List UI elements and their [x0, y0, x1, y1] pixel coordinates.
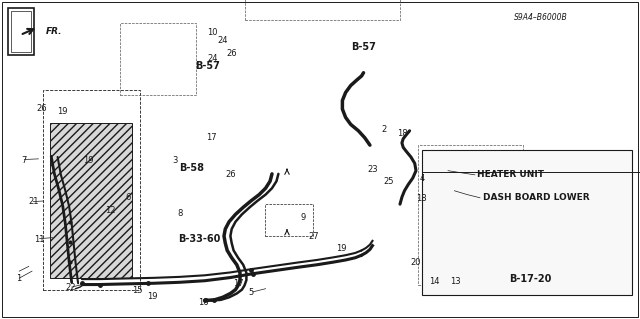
Text: 15: 15	[132, 286, 143, 295]
Text: 17: 17	[206, 133, 216, 142]
Text: 5: 5	[248, 288, 253, 297]
Text: 12: 12	[106, 206, 116, 215]
Text: DASH BOARD LOWER: DASH BOARD LOWER	[483, 193, 590, 202]
Text: 26: 26	[227, 49, 237, 58]
Text: 2: 2	[381, 125, 387, 134]
Bar	[43, 90, 140, 290]
Text: 14: 14	[429, 277, 439, 286]
Text: 18: 18	[397, 130, 407, 138]
Text: 19: 19	[336, 244, 346, 253]
Text: S9A4–B6000B: S9A4–B6000B	[514, 13, 568, 22]
Text: 22: 22	[65, 283, 76, 292]
Text: 7: 7	[22, 156, 27, 165]
Text: 13: 13	[451, 277, 461, 286]
Bar	[120, 23, 196, 95]
Text: 27: 27	[308, 232, 319, 241]
Text: B-57: B-57	[195, 61, 220, 71]
Text: 17: 17	[233, 279, 243, 288]
Text: B-57: B-57	[351, 42, 376, 52]
Text: 21: 21	[28, 197, 38, 206]
Text: 6: 6	[125, 193, 131, 202]
Bar	[245, 0, 400, 20]
Text: 19: 19	[83, 156, 93, 165]
Text: 1: 1	[17, 274, 22, 283]
Text: 24: 24	[207, 54, 218, 63]
Bar	[8, 8, 34, 55]
Text: 11: 11	[35, 235, 45, 244]
Text: 24: 24	[218, 36, 228, 45]
Text: HEATER UNIT: HEATER UNIT	[477, 170, 544, 179]
Text: 26: 26	[36, 104, 47, 113]
Bar	[265, 204, 313, 236]
Text: B-33-60: B-33-60	[178, 234, 220, 244]
Text: 20: 20	[411, 258, 421, 267]
Text: 16: 16	[198, 298, 209, 307]
Text: FR.: FR.	[46, 27, 63, 36]
Text: 10: 10	[207, 28, 218, 37]
Text: 19: 19	[147, 292, 157, 300]
Bar	[50, 123, 132, 278]
Text: B-17-20: B-17-20	[509, 274, 551, 284]
Text: 19: 19	[58, 107, 68, 115]
Text: 9: 9	[301, 213, 306, 222]
Bar	[11, 11, 31, 52]
Text: 4: 4	[420, 174, 425, 182]
Text: 8: 8	[178, 209, 183, 218]
Text: 25: 25	[384, 177, 394, 186]
Text: B-58: B-58	[179, 163, 204, 174]
Text: 3: 3	[172, 156, 177, 165]
Text: 26: 26	[225, 170, 236, 179]
Text: 23: 23	[367, 165, 378, 174]
Bar	[422, 150, 632, 295]
Bar	[418, 145, 523, 285]
Text: 18: 18	[416, 194, 426, 203]
